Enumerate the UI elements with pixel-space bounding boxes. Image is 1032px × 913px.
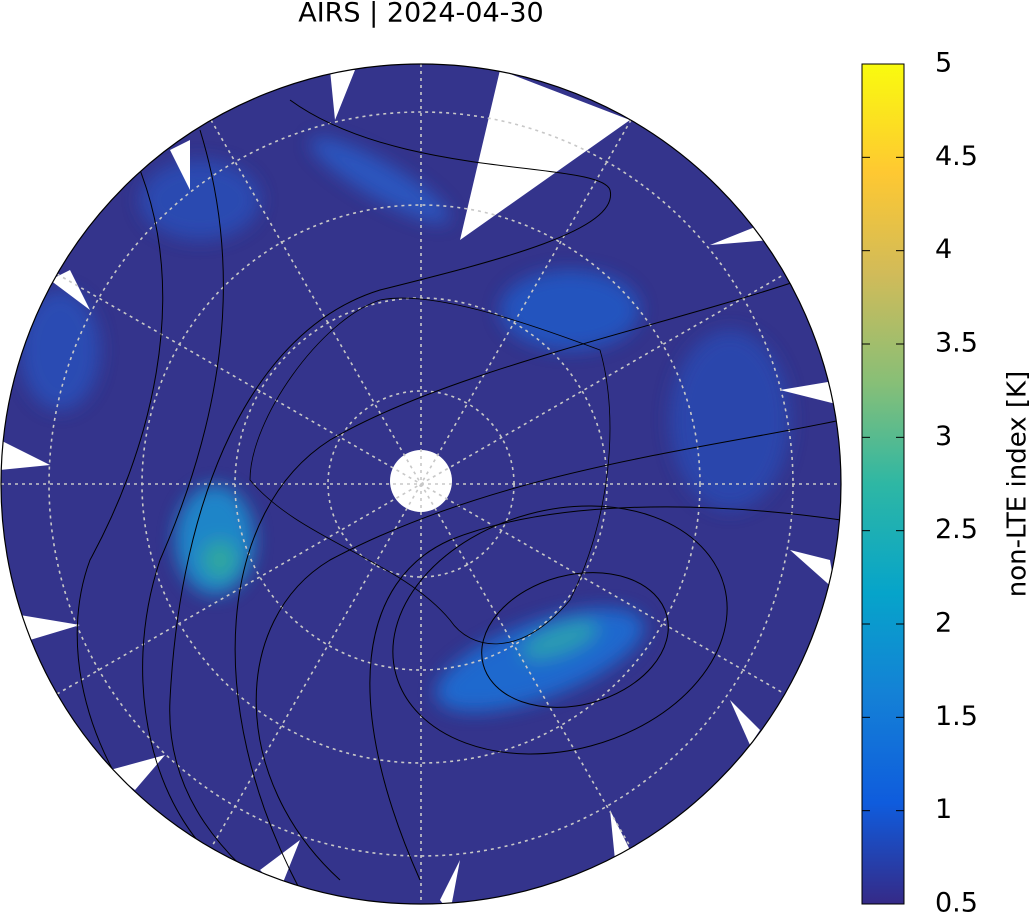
- colorbar-tick-label: 1.5: [935, 701, 978, 732]
- title: AIRS | 2024-04-30: [298, 0, 544, 29]
- colorbar-tick-label: 2.5: [935, 514, 978, 545]
- colorbar-tick-label: 1: [935, 794, 952, 825]
- colorbar-tick-label: 3: [935, 421, 952, 452]
- colorbar-tick-label: 0.5: [935, 888, 978, 913]
- map: [1, 64, 841, 904]
- colorbar-tick-label: 4: [935, 234, 952, 265]
- colorbar: [861, 63, 905, 905]
- colorbar-tick-label: 4.5: [935, 141, 978, 172]
- colorbar-label: non-LTE index [K]: [1003, 371, 1032, 597]
- colorbar-tick-label: 5: [935, 48, 952, 79]
- colorbar-tick-label: 2: [935, 608, 952, 639]
- colorbar-ticks: 0.5 1 1.5 2 2.5 3 3.5 4 4.5 5: [862, 48, 978, 913]
- map-border: [0, 63, 842, 905]
- colorbar-tick-label: 3.5: [935, 328, 978, 359]
